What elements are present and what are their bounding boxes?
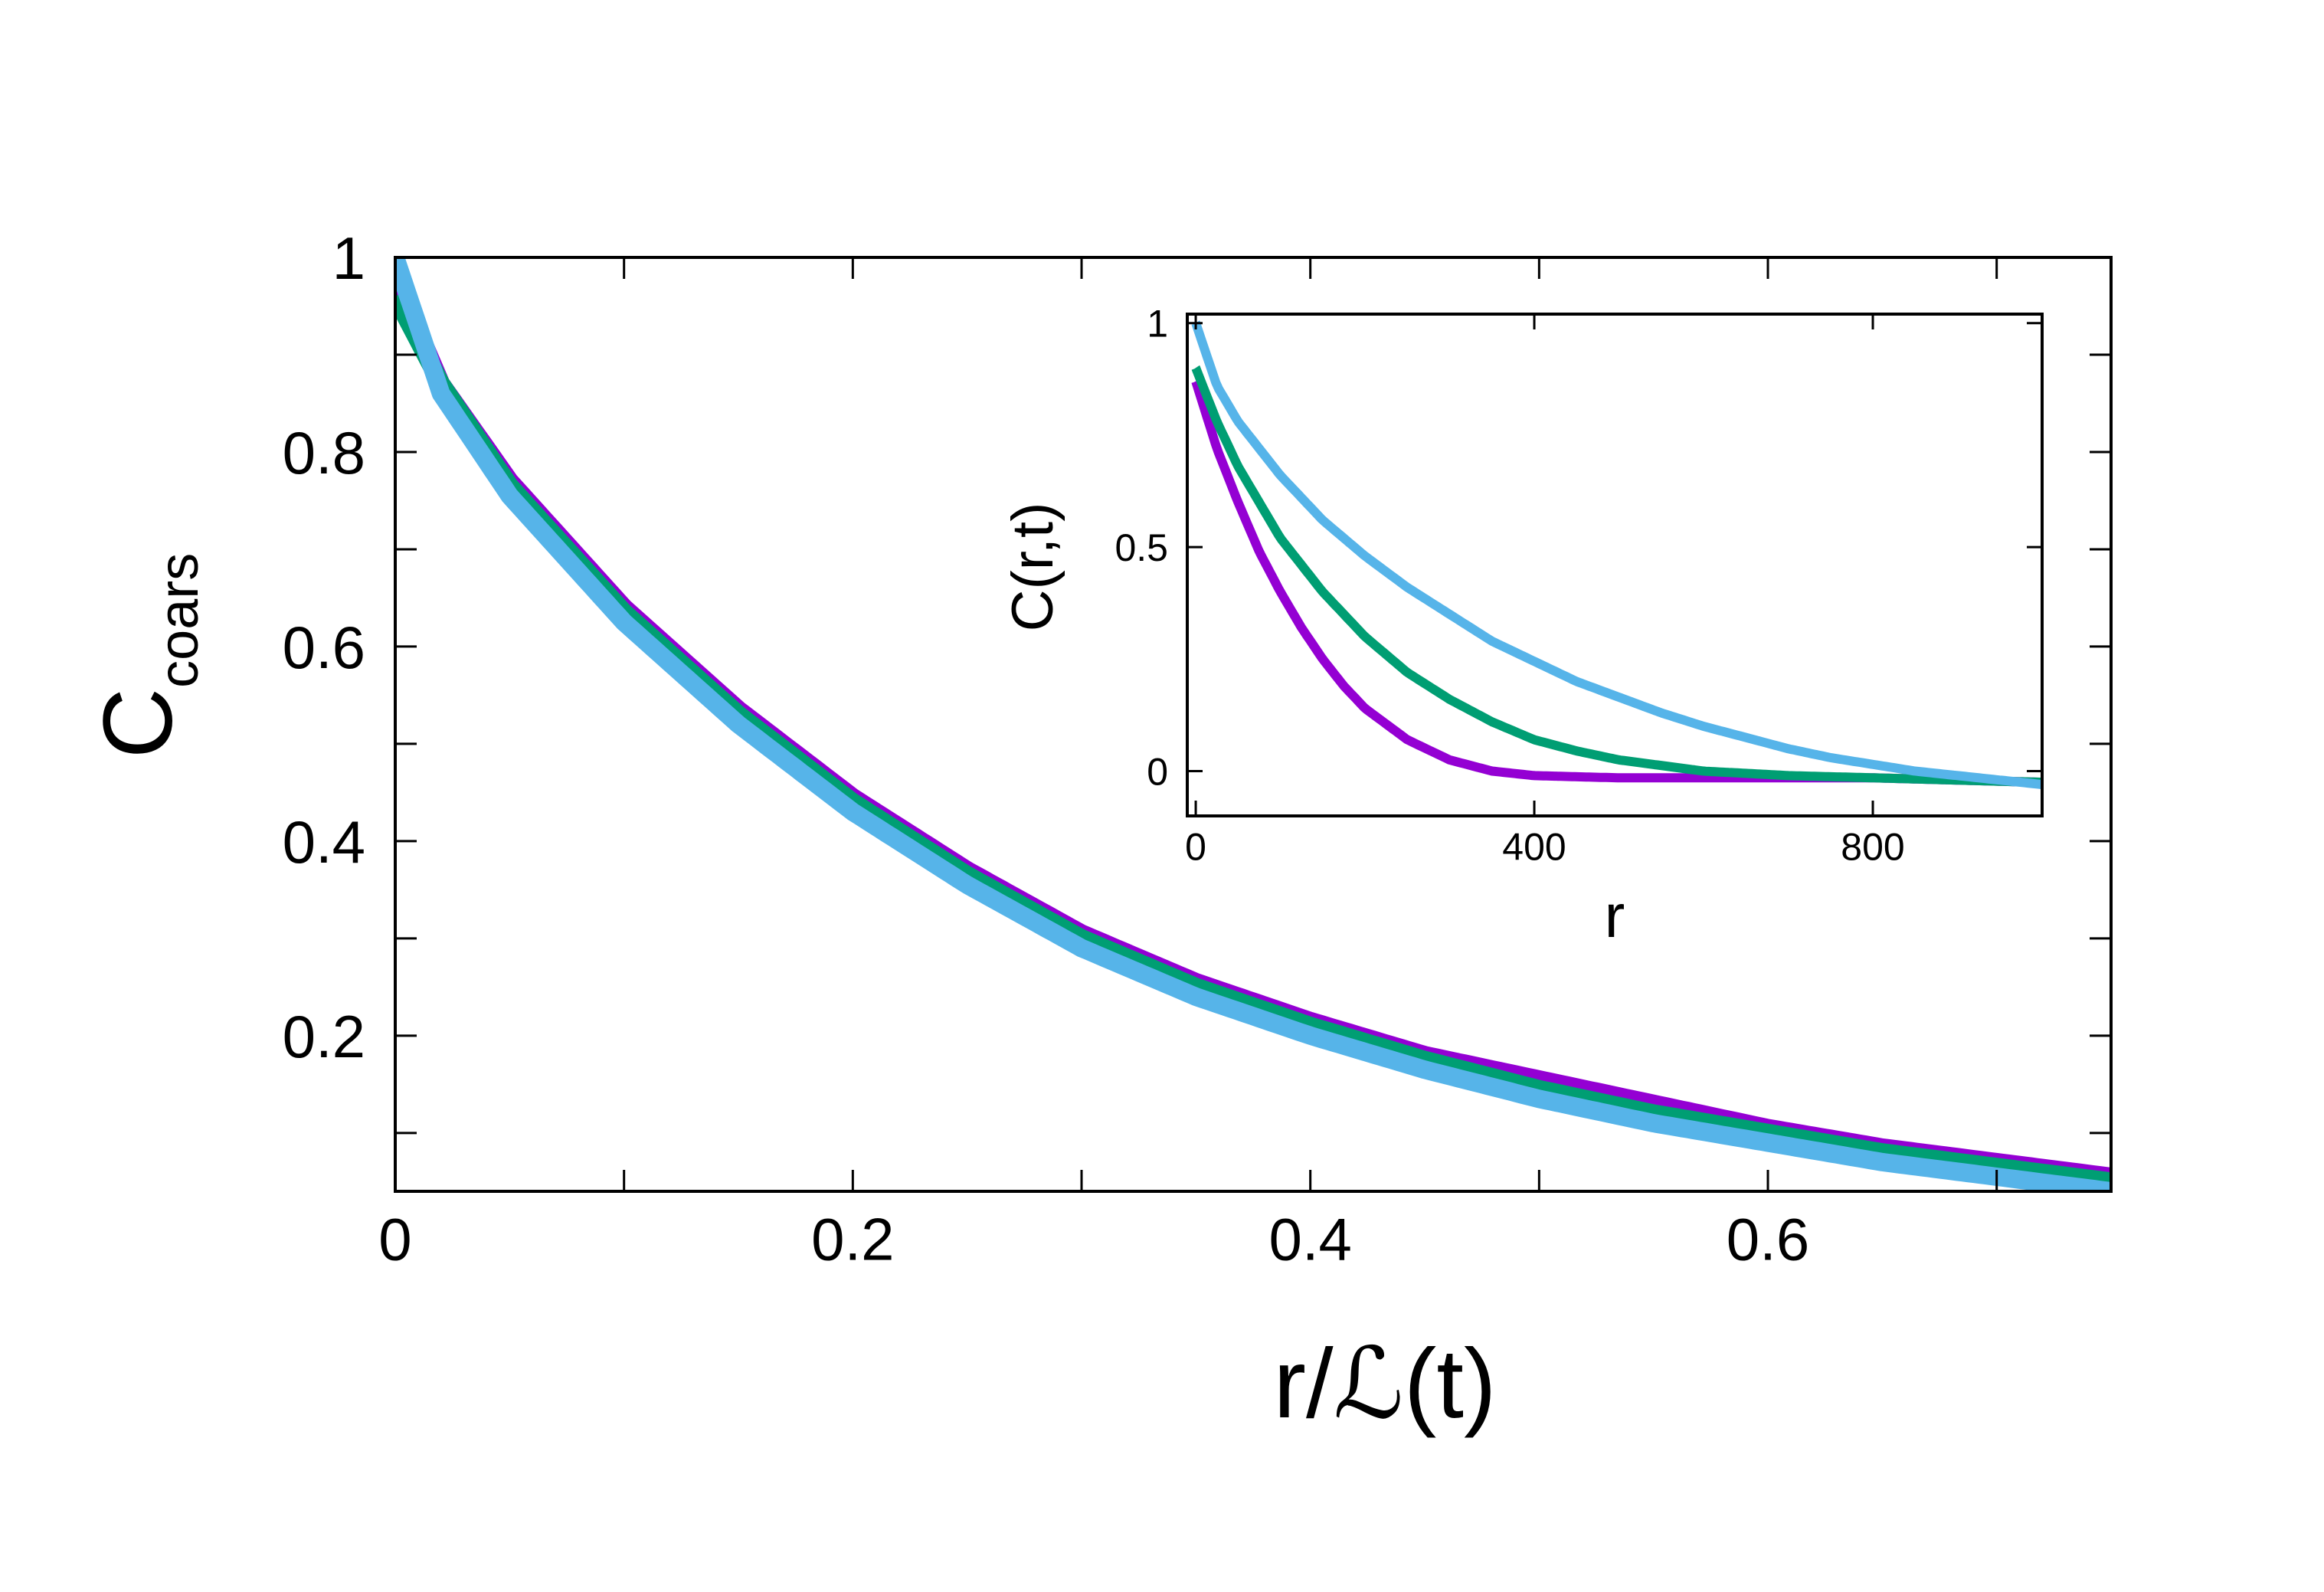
- main-xtick-label: 0: [378, 1206, 411, 1273]
- main-y-axis-label-main: C: [83, 688, 193, 758]
- main-plot-frame: [394, 256, 2113, 1193]
- main-series-2-line: [395, 257, 2111, 1191]
- inset-series-2-line: [1191, 319, 2042, 790]
- main-xtick-label: 0.6: [1727, 1206, 1809, 1273]
- main-ytick-label: 1: [332, 224, 365, 292]
- inset-xtick-label: 0: [1185, 826, 1206, 869]
- inset-plot-frame: [1186, 313, 2044, 817]
- main-ytick-label: 0.8: [283, 419, 365, 486]
- main-ytick-label: 0.4: [283, 808, 365, 876]
- inset-ytick-label: 0.5: [1115, 526, 1168, 569]
- main-xtick-label: 0.2: [811, 1206, 894, 1273]
- main-plot: 0 0.2 0.4 0.6 0.2 0.4 0.6 0.8 1 r/ℒ(t) Ccoars: [83, 224, 2113, 1439]
- inset-y-axis-label: C(r,t): [1000, 503, 1065, 632]
- inset-xtick-label: 400: [1502, 826, 1566, 869]
- main-ytick-label: 0.2: [283, 1003, 365, 1070]
- inset-background: [1187, 314, 2042, 816]
- inset-series-group: [1191, 319, 2042, 790]
- inset-ytick-label: 0: [1147, 751, 1168, 794]
- main-x-axis-label: r/ℒ(t): [1273, 1329, 1496, 1439]
- inset-plot: 0 400 800 0 0.5 1 r C(r,t): [1000, 303, 2044, 950]
- inset-ytick-label: 1: [1147, 303, 1168, 346]
- inset-series-1-line: [1191, 363, 2042, 788]
- main-xtick-label: 0.4: [1268, 1206, 1351, 1273]
- main-y-axis-label-sub: coars: [149, 553, 210, 688]
- inset-x-axis-label: r: [1605, 882, 1625, 950]
- main-y-axis-label: Ccoars: [83, 553, 210, 759]
- main-series-group: [395, 257, 2111, 1191]
- inset-xtick-label: 800: [1841, 826, 1904, 869]
- main-ytick-label: 0.6: [283, 614, 365, 681]
